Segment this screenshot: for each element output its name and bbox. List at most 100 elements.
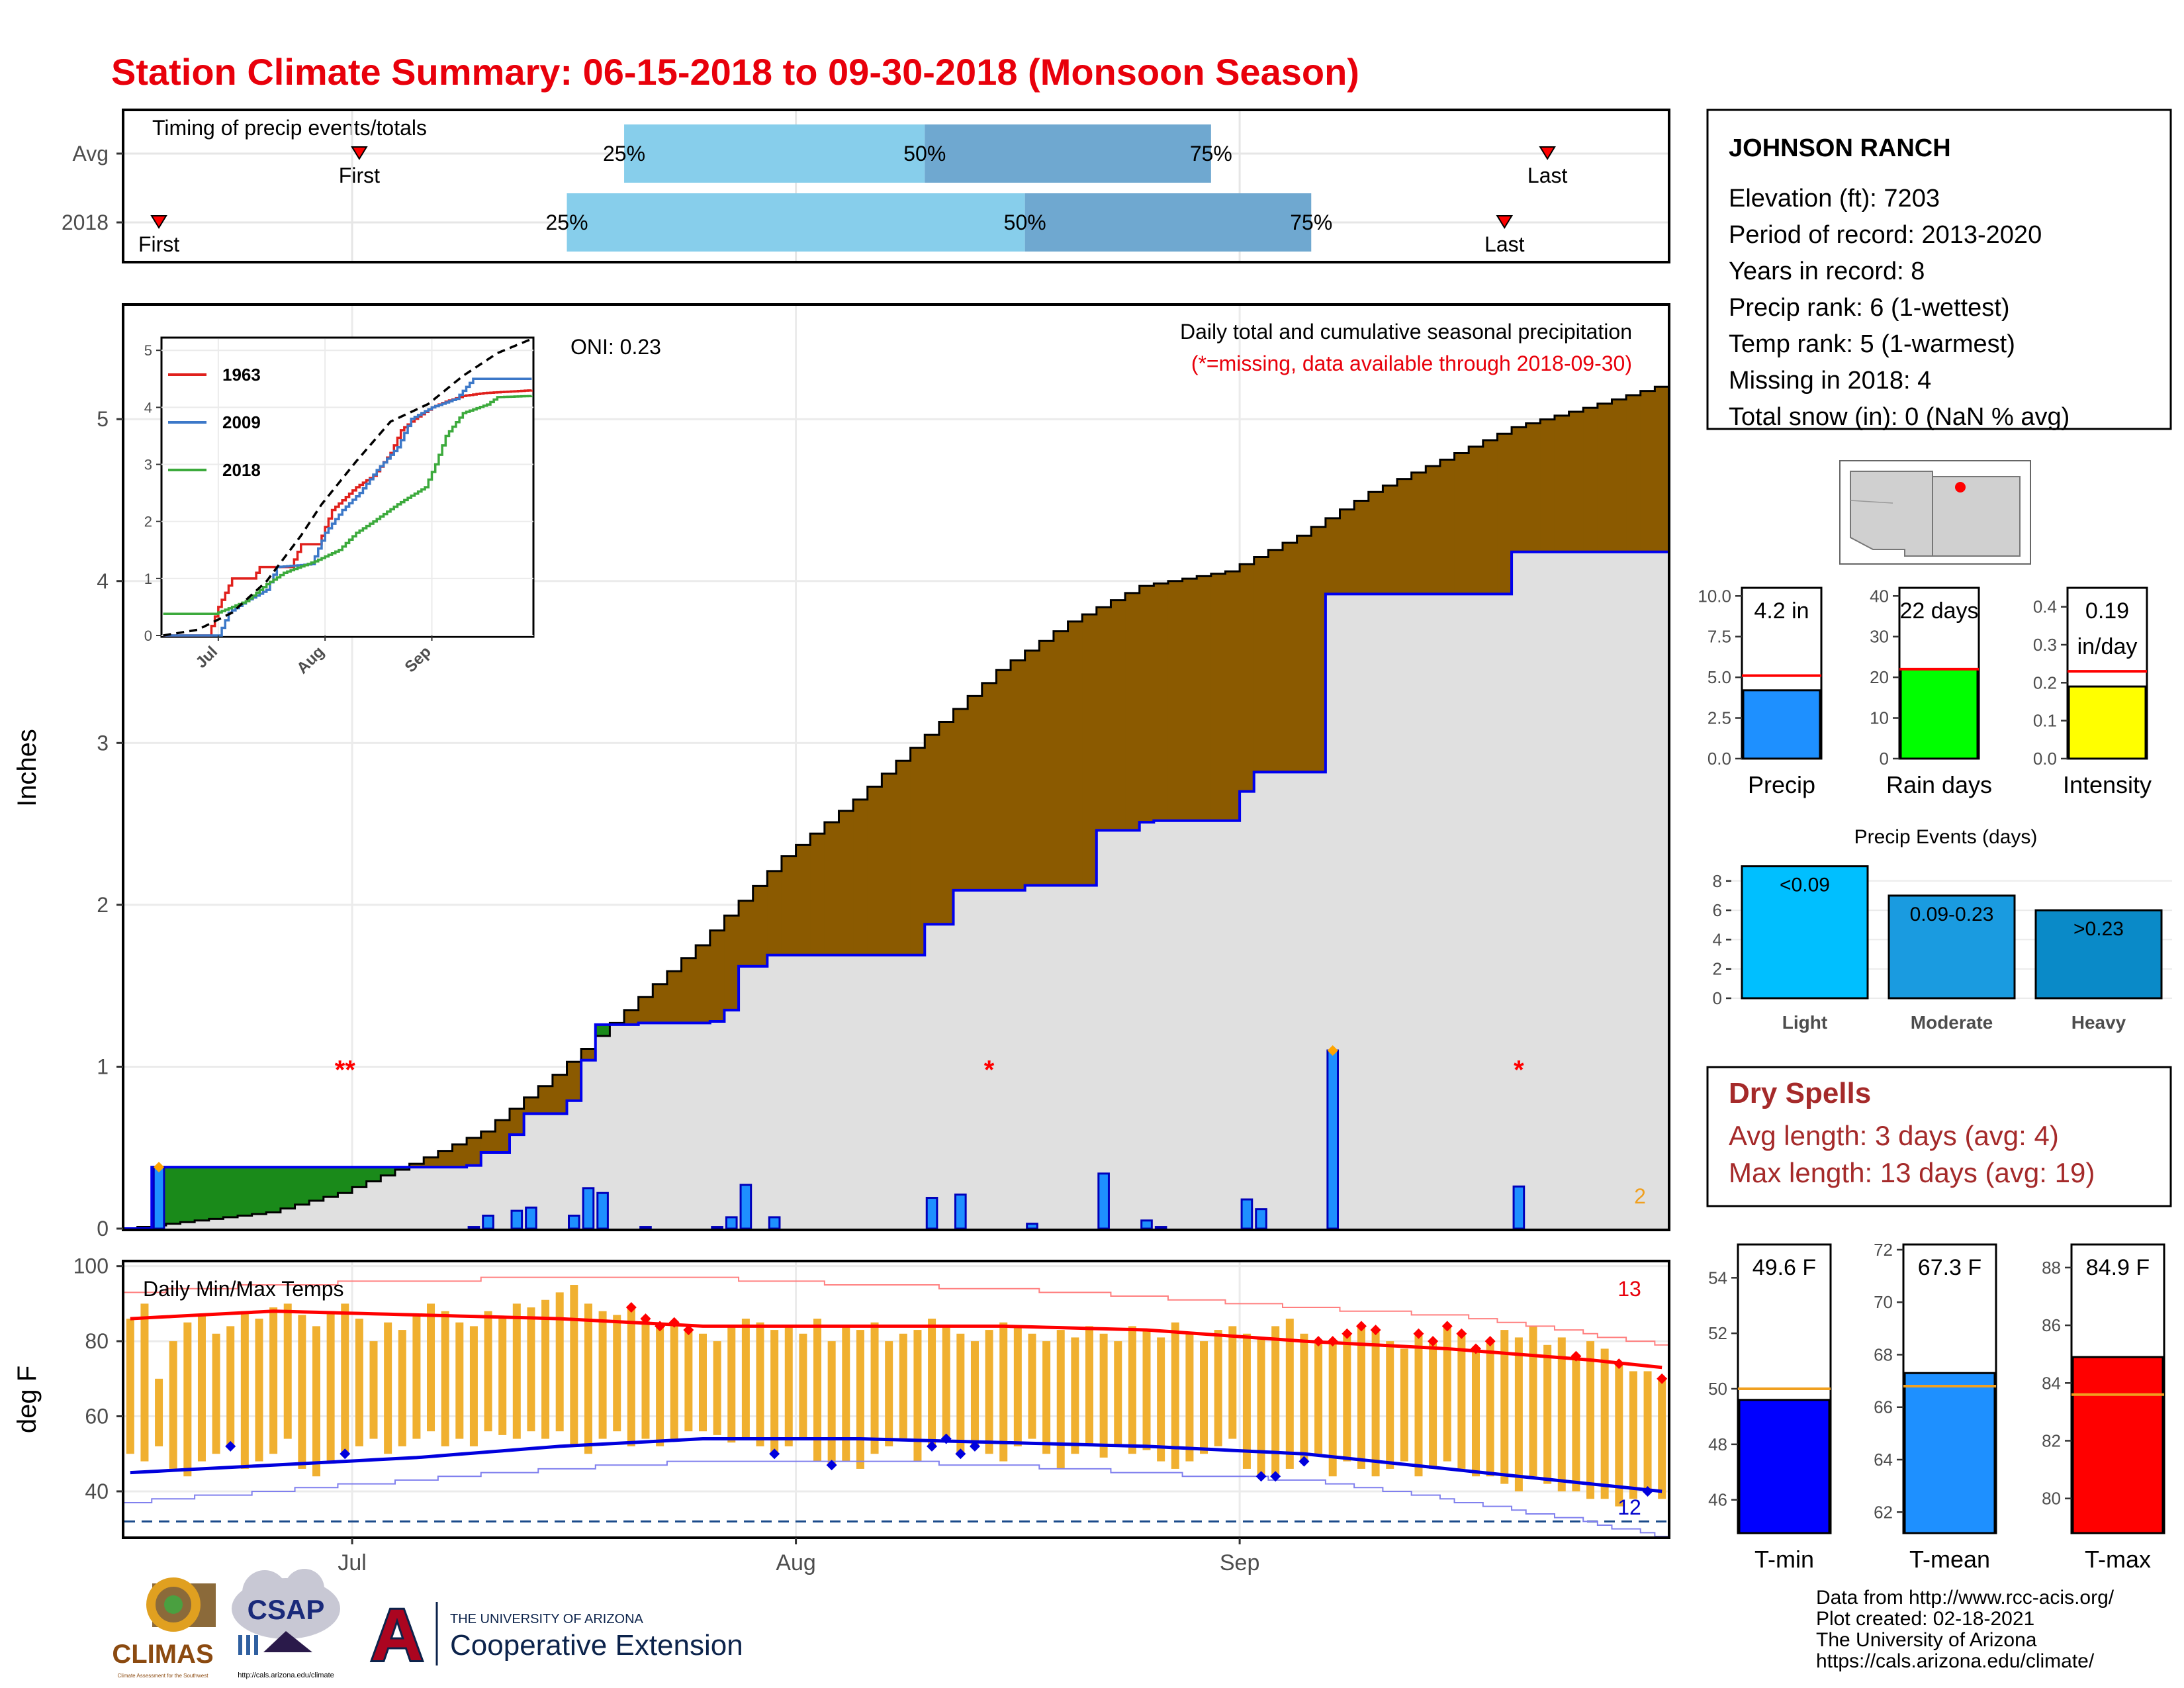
daily-temp-range-bar bbox=[1071, 1337, 1079, 1454]
cumulative-base-area bbox=[1125, 830, 1140, 1229]
surplus-area bbox=[381, 1167, 396, 1176]
mini-value-bar bbox=[2068, 685, 2147, 760]
daily-temp-range-bar bbox=[784, 1326, 793, 1446]
mini-y-tick-label: 88 bbox=[2042, 1258, 2061, 1278]
daily-temp-range-bar bbox=[1285, 1319, 1294, 1469]
deficit-area bbox=[467, 1138, 482, 1166]
cumulative-base-area bbox=[981, 890, 997, 1229]
daily-temp-range-bar bbox=[1357, 1326, 1365, 1469]
daily-temp-range-bar bbox=[384, 1322, 392, 1454]
deficit-area bbox=[424, 1157, 439, 1168]
daily-temp-range-bar bbox=[1643, 1371, 1652, 1491]
cumulative-base-area bbox=[638, 1023, 653, 1229]
cumulative-base-area bbox=[953, 890, 968, 1229]
svg-text:Cooperative Extension: Cooperative Extension bbox=[450, 1629, 743, 1662]
missing-data-mark: * bbox=[984, 1055, 995, 1084]
inset-average-line bbox=[163, 338, 533, 637]
station-info-line: Years in record: 8 bbox=[1729, 258, 1925, 285]
cumulative-base-area bbox=[610, 1024, 625, 1229]
dry-spells-max: Max length: 13 days (avg: 19) bbox=[1729, 1157, 2095, 1188]
daily-temp-range-bar bbox=[298, 1315, 306, 1469]
record-min-line bbox=[123, 1460, 1669, 1537]
svg-text:CSAP: CSAP bbox=[248, 1594, 325, 1625]
daily-precip-bar bbox=[1026, 1223, 1038, 1230]
surplus-area bbox=[338, 1167, 353, 1194]
deficit-area bbox=[1354, 500, 1369, 594]
daily-temp-range-bar bbox=[985, 1330, 993, 1454]
cumulative-base-area bbox=[1368, 594, 1384, 1229]
deficit-area bbox=[938, 722, 954, 925]
deficit-area bbox=[1612, 399, 1627, 552]
daily-temp-range-bar bbox=[1386, 1341, 1394, 1469]
cumulative-base-area bbox=[567, 1100, 582, 1229]
record-high-marker bbox=[1327, 1336, 1338, 1347]
deficit-area bbox=[1039, 641, 1054, 886]
cumulative-base-area bbox=[495, 1152, 510, 1229]
mini-value-label: 4.2 in bbox=[1754, 598, 1809, 624]
surplus-area bbox=[280, 1167, 296, 1209]
deficit-area bbox=[581, 1049, 596, 1060]
cumulative-base-area bbox=[882, 955, 897, 1229]
daily-temp-range-bar bbox=[770, 1330, 779, 1454]
daily-temp-range-bar bbox=[1500, 1330, 1509, 1484]
daily-temp-range-bar bbox=[1185, 1333, 1194, 1462]
mini-y-tick-label: 0 bbox=[1880, 749, 1889, 769]
deficit-area bbox=[510, 1109, 525, 1135]
climas-logo: CLIMAS Climate Assessment for the Southw… bbox=[112, 1577, 216, 1679]
daily-temp-range-bar bbox=[1457, 1333, 1466, 1469]
record-high-marker bbox=[1313, 1336, 1324, 1347]
daily-temp-range-bar bbox=[656, 1326, 664, 1446]
daily-temp-range-bar bbox=[369, 1341, 378, 1439]
cumulative-base-area bbox=[1397, 594, 1412, 1229]
last-event-marker bbox=[1496, 215, 1514, 229]
cumulative-base-area bbox=[1024, 885, 1040, 1229]
surplus-area bbox=[223, 1167, 238, 1217]
daily-temp-range-bar bbox=[183, 1322, 192, 1477]
deficit-area bbox=[1096, 607, 1112, 831]
surplus-area bbox=[208, 1167, 224, 1219]
cumulative-base-area bbox=[581, 1060, 596, 1229]
missing-data-mark: * bbox=[1514, 1055, 1524, 1084]
cumulative-base-area bbox=[437, 1167, 453, 1229]
mini-y-tick-label: 10.0 bbox=[1698, 586, 1731, 606]
mini-y-tick-label: 5.0 bbox=[1707, 667, 1731, 687]
deficit-area bbox=[1597, 403, 1613, 552]
deficit-area bbox=[724, 915, 739, 1010]
deficit-area bbox=[638, 997, 653, 1023]
daily-temp-range-bar bbox=[1615, 1364, 1623, 1507]
svg-text:CLIMAS: CLIMAS bbox=[112, 1640, 213, 1669]
cumulative-base-area bbox=[1383, 594, 1398, 1229]
cumulative-base-area bbox=[180, 1222, 195, 1229]
daily-temp-range-bar bbox=[1128, 1326, 1136, 1454]
cumulative-base-area bbox=[853, 955, 868, 1229]
daily-temp-range-bar bbox=[1114, 1341, 1122, 1446]
cumulative-base-area bbox=[552, 1113, 568, 1229]
temp-y-label: deg F bbox=[13, 1366, 42, 1433]
deficit-area bbox=[1454, 453, 1469, 594]
precip-y-label: Inches bbox=[13, 729, 42, 807]
mini-y-tick-label: 86 bbox=[2042, 1315, 2061, 1335]
cumulative-base-area bbox=[1139, 822, 1154, 1229]
mini-y-tick-label: 64 bbox=[1874, 1450, 1893, 1470]
precip-y-tick-label: 3 bbox=[97, 731, 109, 755]
surplus-area bbox=[309, 1167, 324, 1201]
deficit-area bbox=[567, 1062, 582, 1101]
daily-temp-range-bar bbox=[1042, 1341, 1051, 1454]
daily-precip-bar bbox=[482, 1214, 494, 1230]
record-high-marker bbox=[1413, 1328, 1424, 1339]
cumulative-base-area bbox=[223, 1217, 238, 1229]
station-info-line: Period of record: 2013-2020 bbox=[1729, 221, 2042, 249]
first-event-marker bbox=[150, 215, 167, 229]
cumulative-base-area bbox=[1554, 551, 1570, 1229]
record-max-line bbox=[123, 1276, 1669, 1346]
mini-y-tick-label: 50 bbox=[1708, 1379, 1727, 1399]
last-event-label: Last bbox=[1484, 232, 1525, 256]
daily-temp-range-bar bbox=[1200, 1341, 1208, 1454]
inset-y-tick-label: 0 bbox=[144, 628, 152, 644]
cumulative-base-area bbox=[523, 1113, 539, 1229]
cumulative-base-area bbox=[1111, 830, 1126, 1229]
inset-legend-label: 1963 bbox=[222, 365, 261, 385]
cumulative-base-area bbox=[968, 890, 983, 1229]
cumulative-base-area bbox=[1640, 551, 1655, 1229]
timing-row-label: Avg bbox=[72, 142, 109, 165]
